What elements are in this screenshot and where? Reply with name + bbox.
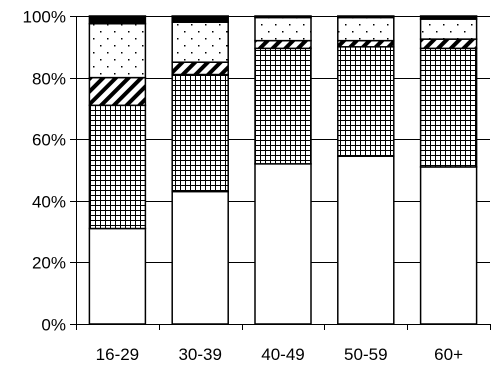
axes: [70, 16, 491, 330]
x-tick-label: 60+: [434, 345, 463, 364]
bar-segment: [88, 15, 147, 25]
bar-segment: [419, 38, 478, 50]
bar-segment: [337, 39, 395, 48]
bar-segment: [254, 47, 312, 165]
y-tick-labels: 0% 20% 40% 60% 80% 100%: [23, 8, 66, 335]
bar-segment: [88, 76, 147, 107]
y-tick-label: 60%: [32, 131, 66, 150]
bar-segment: [337, 15, 395, 19]
bar-segment: [171, 61, 229, 76]
bar-segment: [88, 22, 147, 79]
bar-segment: [419, 47, 478, 168]
y-tick-label: 80%: [32, 70, 66, 89]
bar-segment: [171, 73, 229, 193]
bar-segment: [171, 15, 229, 23]
bar-segment: [88, 104, 147, 230]
x-tick-label: 50-59: [344, 345, 387, 364]
bar-segment: [171, 21, 229, 63]
bar-segment: [337, 155, 395, 325]
y-tick-label: 0%: [41, 316, 66, 335]
bars: [88, 15, 478, 325]
bar-segment: [337, 16, 395, 42]
y-tick-label: 40%: [32, 193, 66, 212]
bar-segment: [171, 190, 229, 325]
bar-segment: [419, 18, 478, 40]
bar-segment: [419, 15, 478, 20]
x-tick-labels: 16-29 30-39 40-49 50-59 60+: [96, 345, 463, 364]
bar-segment: [254, 39, 312, 50]
x-tick-label: 40-49: [261, 345, 304, 364]
x-tick-label: 16-29: [96, 345, 139, 364]
bar-segment: [337, 46, 395, 157]
bar-segment: [254, 15, 312, 19]
x-tick-label: 30-39: [178, 345, 221, 364]
bar-segment: [254, 16, 312, 42]
bar-segment: [419, 166, 478, 325]
y-tick-label: 20%: [32, 254, 66, 273]
bar-segment: [254, 163, 312, 325]
bar-segment: [88, 227, 147, 325]
y-tick-label: 100%: [23, 8, 66, 27]
